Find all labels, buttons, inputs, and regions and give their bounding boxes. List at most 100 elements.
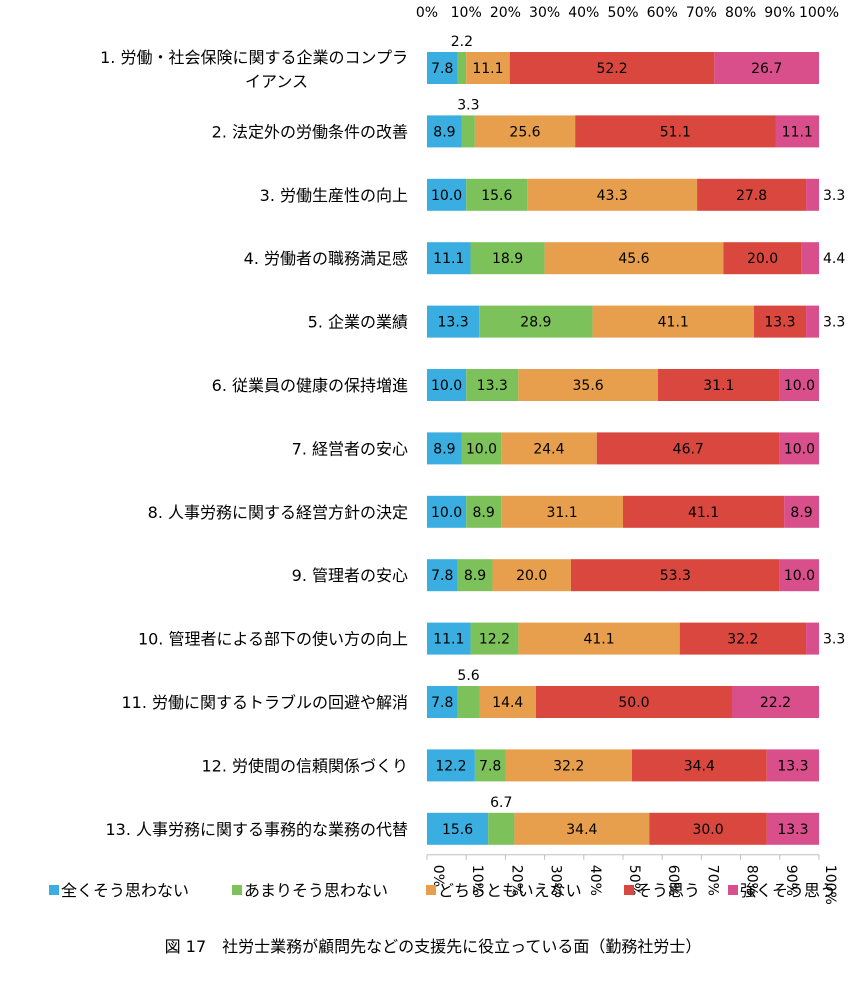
data-label: 51.1 (660, 124, 691, 140)
x-tick-label-bottom: 30% (548, 865, 564, 896)
x-tick-label-top: 0% (416, 5, 438, 21)
data-label: 25.6 (509, 124, 540, 140)
bar-segment (505, 749, 632, 782)
bar-segment (806, 622, 819, 655)
data-label: 20.0 (747, 251, 778, 267)
bar-segment (509, 52, 715, 84)
data-label: 10.0 (784, 441, 815, 457)
data-label: 41.1 (658, 315, 689, 331)
legend-swatch (49, 885, 59, 895)
data-label: 11.1 (433, 632, 464, 648)
data-label: 8.9 (433, 124, 455, 140)
bar-segment (779, 559, 819, 592)
data-label: 13.3 (438, 315, 469, 331)
bars (427, 52, 819, 845)
data-label: 7.8 (431, 61, 453, 77)
bar-segment (461, 432, 502, 465)
data-label: 45.6 (618, 251, 649, 267)
data-label: 3.3 (823, 632, 845, 648)
data-label: 41.1 (583, 632, 614, 648)
category-label: 6. 従業員の健康の保持増進 (212, 376, 408, 395)
bar-segment (596, 432, 780, 465)
bar-segment (466, 495, 502, 528)
bar-segment (479, 686, 536, 718)
data-label: 20.0 (516, 568, 547, 584)
data-label: 3.3 (823, 315, 845, 331)
data-label: 13.3 (777, 822, 808, 838)
bar-segment (535, 686, 732, 718)
bar-segment (697, 178, 807, 211)
bar-segment (784, 495, 819, 528)
category-label-line: イアンス (245, 72, 308, 91)
bar-segment (427, 52, 458, 84)
bar-segment (427, 749, 475, 782)
data-label: 43.3 (597, 188, 628, 204)
bar-segment (457, 559, 493, 592)
bar-segment (470, 242, 545, 275)
bar-segment (679, 622, 807, 655)
legend: 全くそう思わない あまりそう思わない どちらともいえない そう思う 強くそう思う (49, 881, 836, 900)
bar-segment (492, 559, 571, 592)
data-label: 8.9 (473, 505, 495, 521)
x-tick-label-bottom: 100% (822, 865, 838, 905)
data-label: 3.3 (823, 188, 845, 204)
bar-segment (753, 305, 807, 338)
bar-segment (501, 432, 597, 465)
data-label: 12.2 (479, 632, 510, 648)
bar-segment (427, 686, 458, 718)
x-tick-label-top: 20% (490, 5, 521, 21)
bar-segment (766, 812, 819, 845)
bar-segment (427, 305, 480, 338)
bar-segment (427, 559, 458, 592)
bar-segment (427, 115, 462, 148)
legend-swatch (232, 885, 242, 895)
category-label: 10. 管理者による部下の使い方の向上 (138, 630, 408, 649)
bar-segment (457, 686, 480, 718)
x-tick-label-top: 80% (725, 5, 756, 21)
data-label: 50.0 (618, 695, 649, 711)
category-label: 1. 労働・社会保険に関する企業のコンプライアンス (100, 48, 408, 91)
bar-segment (514, 812, 650, 845)
data-label: 11.1 (433, 251, 464, 267)
bar-segment (518, 622, 680, 655)
data-label: 27.8 (736, 188, 767, 204)
x-tick-label-bottom: 20% (508, 865, 524, 896)
category-label: 8. 人事労務に関する経営方針の決定 (148, 503, 408, 522)
data-label: 10.0 (466, 441, 497, 457)
x-tick-label-top: 40% (568, 5, 599, 21)
bar-segment (427, 369, 467, 401)
data-label: 34.4 (566, 822, 597, 838)
bar-segment (470, 622, 519, 655)
legend-label: 全くそう思わない (61, 881, 189, 900)
bar-segment (479, 305, 593, 338)
x-tick-label-bottom: 60% (665, 865, 681, 896)
data-label: 26.7 (751, 61, 782, 77)
bar-segment (570, 559, 780, 592)
data-label: 15.6 (481, 188, 512, 204)
bar-segment (544, 242, 724, 275)
bar-segment (806, 178, 819, 211)
x-tick-label-top: 70% (686, 5, 717, 21)
bar-segment (474, 115, 576, 148)
bar-segment (731, 686, 819, 718)
category-label: 4. 労働者の職務満足感 (244, 249, 408, 268)
data-label: 10.0 (431, 505, 462, 521)
bar-segment (427, 178, 467, 211)
data-label: 13.3 (777, 758, 808, 774)
legend-label: あまりそう思わない (244, 881, 388, 900)
stacked-bar-chart: 0% 10% 20% 30% 40% 50% 60% 70% 80% 90% 100% 0% 10% 2… (49, 5, 845, 905)
data-label: 52.2 (596, 61, 627, 77)
x-axis-bottom: 0% 10% 20% 30% 40% 50% 60% 70% 80% 90% 100% (426, 854, 838, 905)
category-label: 12. 労使間の信頼関係づくり (201, 756, 408, 775)
data-label: 7.8 (431, 695, 453, 711)
data-label: 10.0 (784, 568, 815, 584)
data-label: 53.3 (660, 568, 691, 584)
x-axis-top: 0% 10% 20% 30% 40% 50% 60% 70% 80% 90% 100% (416, 5, 839, 21)
legend-label: 強くそう思う (740, 881, 836, 900)
category-label: 2. 法定外の労働条件の改善 (212, 122, 408, 141)
x-tick-label-top: 90% (764, 5, 795, 21)
bar-segment (461, 115, 475, 148)
legend-label: どちらともいえない (438, 881, 582, 900)
category-label: 7. 経営者の安心 (292, 439, 408, 458)
bar-segment (779, 432, 819, 465)
